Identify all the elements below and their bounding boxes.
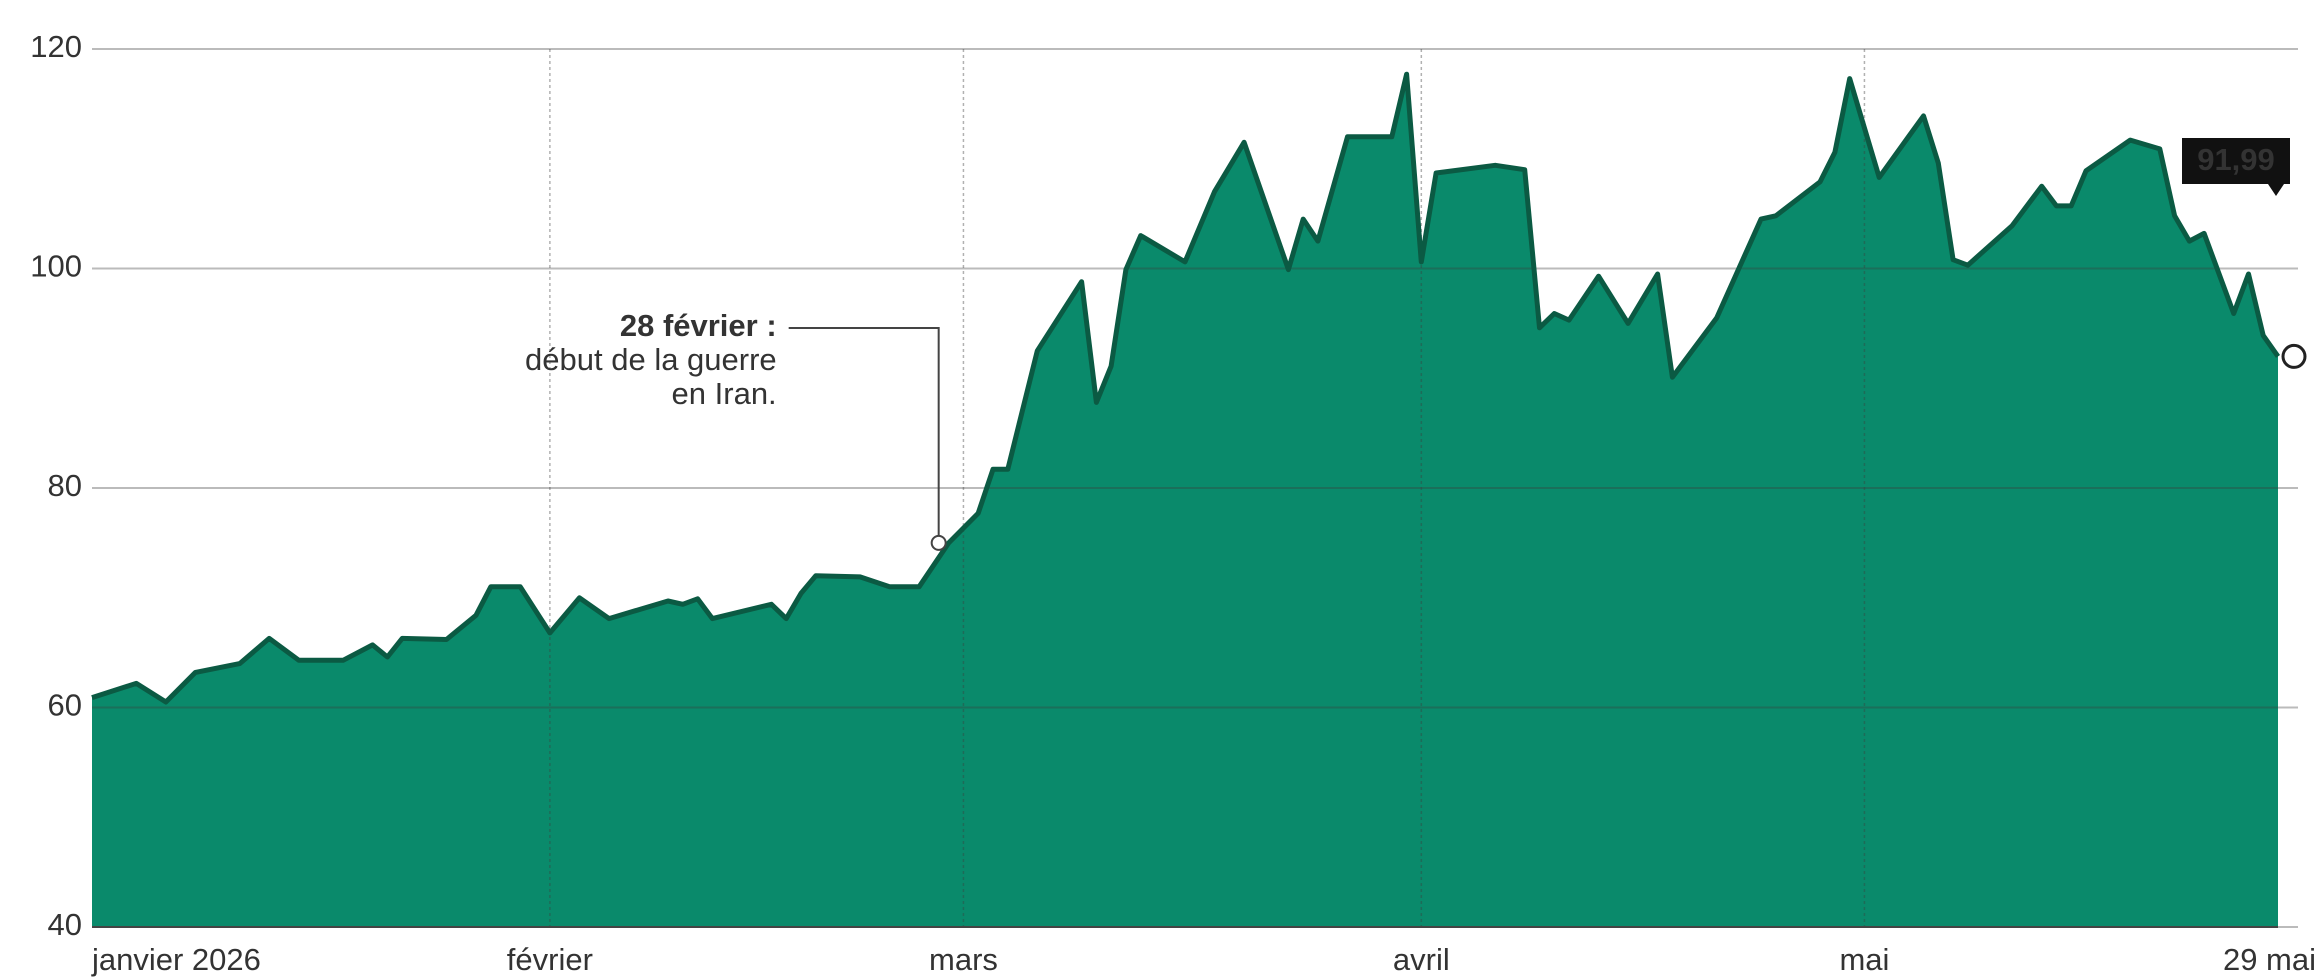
value-label: 91,99 <box>2197 142 2275 177</box>
annotation-title: 28 février : <box>620 308 777 343</box>
line <box>91 71 2281 705</box>
y-tick-label: 60 <box>48 688 82 723</box>
y-tick-label: 40 <box>48 907 82 942</box>
annotation-point <box>930 534 947 551</box>
x-tick-label: mai <box>1839 942 1889 977</box>
y-tick-label: 100 <box>30 249 82 284</box>
x-tick-label: mars <box>929 942 998 977</box>
x-tick-label: avril <box>1393 942 1450 977</box>
area <box>92 74 2278 927</box>
annotation-text: début de la guerre <box>525 342 777 377</box>
value-label-box <box>2182 138 2290 196</box>
end-point <box>2281 343 2307 369</box>
y-tick-label: 120 <box>30 29 82 64</box>
x-tick-label: février <box>507 942 593 977</box>
x-tick-label: janvier 2026 <box>91 942 261 977</box>
annotation-connector <box>788 327 940 543</box>
annotation-text: en Iran. <box>672 376 777 411</box>
y-tick-label: 80 <box>48 468 82 503</box>
x-tick-label: 29 mai <box>2223 942 2316 977</box>
